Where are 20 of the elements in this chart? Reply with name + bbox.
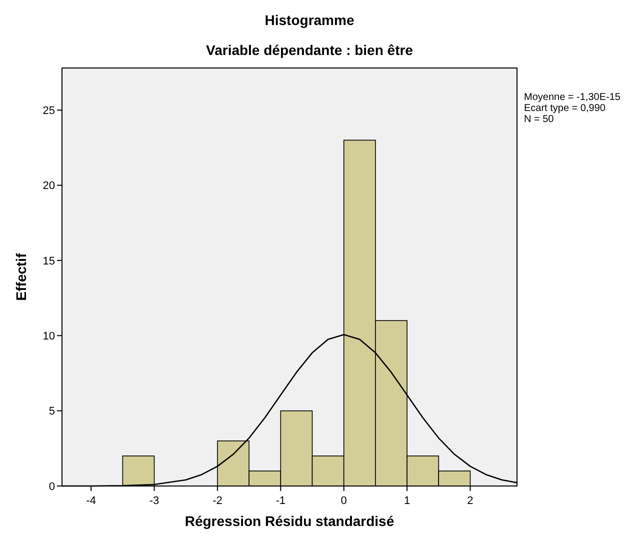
x-tick-label: -1	[276, 495, 286, 507]
y-axis-title: Effectif	[13, 252, 29, 301]
text: Ecart type = 0,990	[524, 103, 606, 114]
x-tick-label: -4	[86, 495, 96, 507]
x-tick-label: 2	[467, 495, 474, 507]
text: Moyenne = -1,30E-15	[524, 92, 621, 103]
y-tick-label: 20	[42, 180, 55, 192]
x-tick-label: -3	[149, 495, 160, 507]
text: N = 50	[524, 114, 554, 125]
x-tick-label: 1	[404, 495, 410, 507]
x-axis-title: Régression Résidu standardisé	[184, 513, 394, 529]
y-tick-label: 15	[42, 255, 55, 268]
x-tick-label: -2	[212, 495, 222, 507]
y-tick-label: 5	[48, 406, 55, 418]
x-tick-label: 0	[340, 495, 347, 507]
chart-subtitle: Variable dépendante : bien être	[206, 42, 414, 58]
y-tick-label: 10	[42, 330, 55, 342]
y-tick-label: 0	[48, 480, 55, 493]
y-tick-label: 25	[42, 104, 55, 117]
chart-title: Histogramme	[264, 12, 354, 28]
